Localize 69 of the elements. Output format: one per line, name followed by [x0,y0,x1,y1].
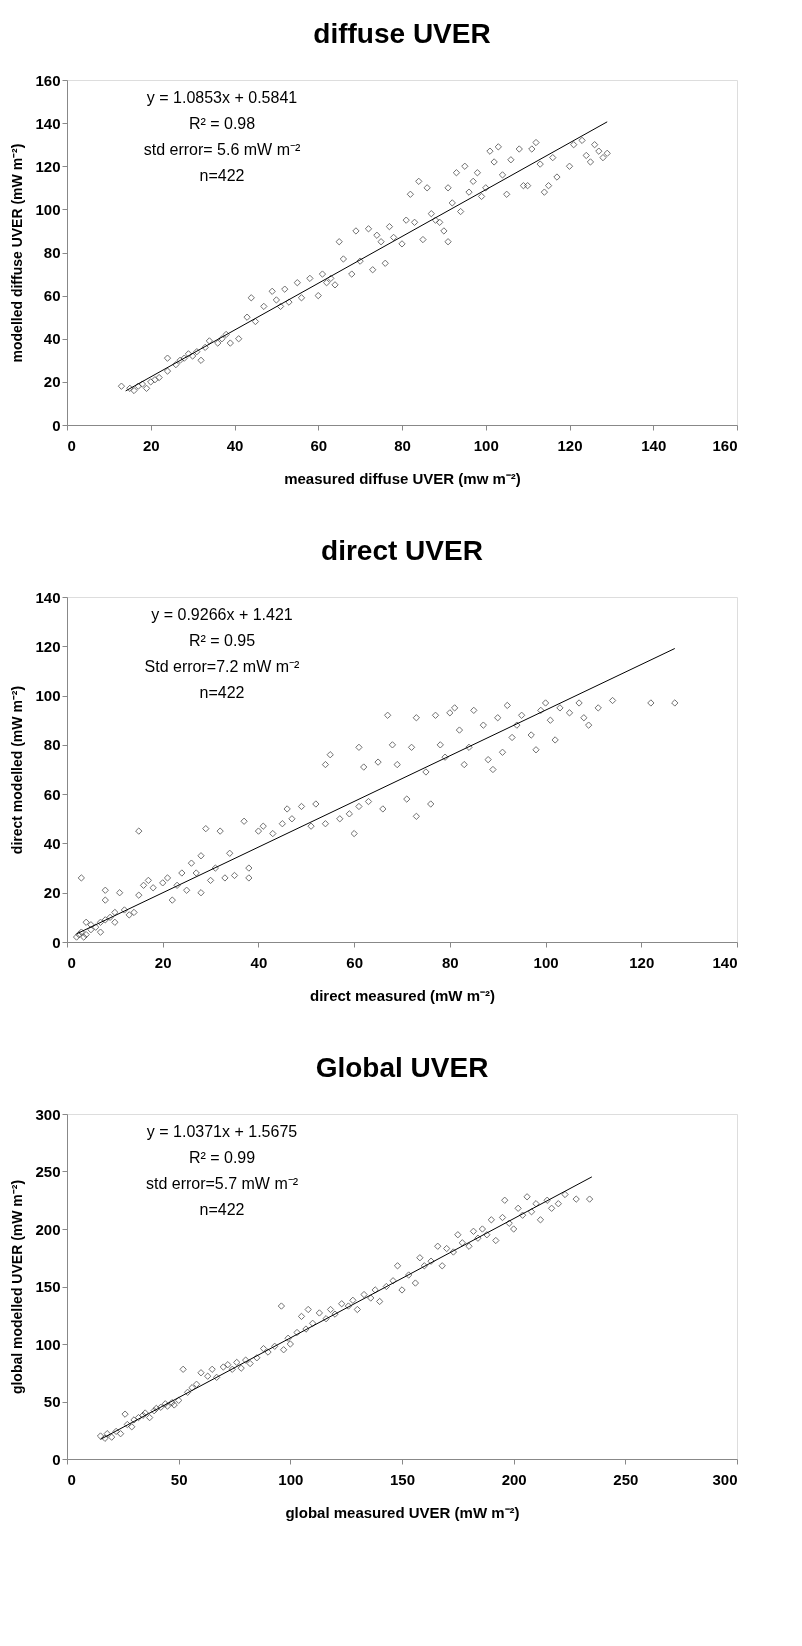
y-tick-label: 250 [35,1163,61,1180]
annotation: n=422 [199,684,245,701]
annotation: R² = 0.95 [188,632,256,649]
y-axis-title: global modelled UVER (mW m⁻²) [9,1179,26,1395]
x-tick-label: 250 [613,1470,639,1488]
annotation: n=422 [199,1201,245,1218]
y-tick-label: 50 [43,1393,61,1410]
x-tick-label: 20 [142,436,160,454]
y-tick-label: 100 [35,1335,61,1353]
y-axis-title: direct modelled (mW m⁻²) [9,685,26,855]
x-tick-label: 160 [712,436,738,454]
y-tick-label: 160 [35,71,61,89]
chart-title: Global UVER [315,1052,489,1083]
x-tick-label: 0 [67,436,76,454]
x-tick-label: 60 [346,953,363,971]
y-tick-label: 100 [35,687,61,705]
y-tick-label: 80 [43,736,61,754]
annotation: y = 1.0853x + 0.5841 [146,89,298,106]
x-tick-label: 120 [557,436,583,454]
x-tick-label: 200 [501,1470,527,1488]
x-tick-label: 50 [170,1470,188,1488]
x-tick-label: 120 [629,953,655,971]
annotation: std error=5.7 mW m⁻² [145,1175,299,1192]
x-tick-label: 150 [389,1470,416,1488]
chart-title: diffuse UVER [313,18,491,49]
y-tick-label: 200 [35,1220,61,1238]
y-axis-title: modelled diffuse UVER (mW m⁻²) [9,143,26,363]
x-tick-label: 0 [67,1470,76,1488]
y-tick-label: 0 [52,416,61,434]
y-tick-label: 120 [35,157,61,175]
annotation: Std error=7.2 mW m⁻² [144,658,301,675]
x-tick-label: 140 [641,436,667,454]
x-tick-label: 80 [442,953,459,971]
annotation: y = 0.9266x + 1.421 [151,606,293,623]
annotation: R² = 0.98 [188,115,256,132]
x-tick-label: 60 [310,436,328,454]
annotation: R² = 0.99 [188,1149,256,1166]
x-axis-title: global measured UVER (mW m⁻²) [285,1503,520,1521]
x-tick-label: 100 [473,436,499,454]
x-tick-label: 100 [533,953,559,971]
y-tick-label: 150 [35,1278,61,1295]
y-tick-label: 40 [43,834,61,852]
x-tick-label: 20 [154,953,172,971]
x-tick-label: 80 [394,436,411,454]
chart-title: direct UVER [321,535,483,566]
x-axis-title: measured diffuse UVER (mw m⁻²) [284,469,521,487]
y-tick-label: 40 [43,330,61,348]
y-tick-label: 60 [43,785,61,803]
y-tick-label: 140 [35,114,61,132]
y-tick-label: 300 [35,1105,61,1123]
x-tick-label: 0 [67,953,76,971]
y-tick-label: 120 [35,637,61,655]
y-tick-label: 140 [35,588,61,606]
y-tick-label: 0 [52,1450,61,1468]
x-tick-label: 140 [712,953,738,971]
x-axis-title: direct measured (mW m⁻²) [309,986,496,1004]
y-tick-label: 100 [35,200,61,218]
annotation: n=422 [199,167,245,184]
annotation: std error= 5.6 mW m⁻² [143,141,301,158]
y-tick-label: 80 [43,244,61,261]
y-tick-label: 60 [43,287,61,305]
y-tick-label: 0 [52,933,61,951]
y-tick-label: 20 [43,884,61,902]
x-tick-label: 40 [226,436,244,454]
x-tick-label: 40 [250,953,268,971]
x-tick-label: 100 [278,1470,304,1488]
y-tick-label: 20 [43,373,61,391]
annotation: y = 1.0371x + 1.5675 [146,1123,298,1140]
x-tick-label: 300 [712,1470,738,1488]
